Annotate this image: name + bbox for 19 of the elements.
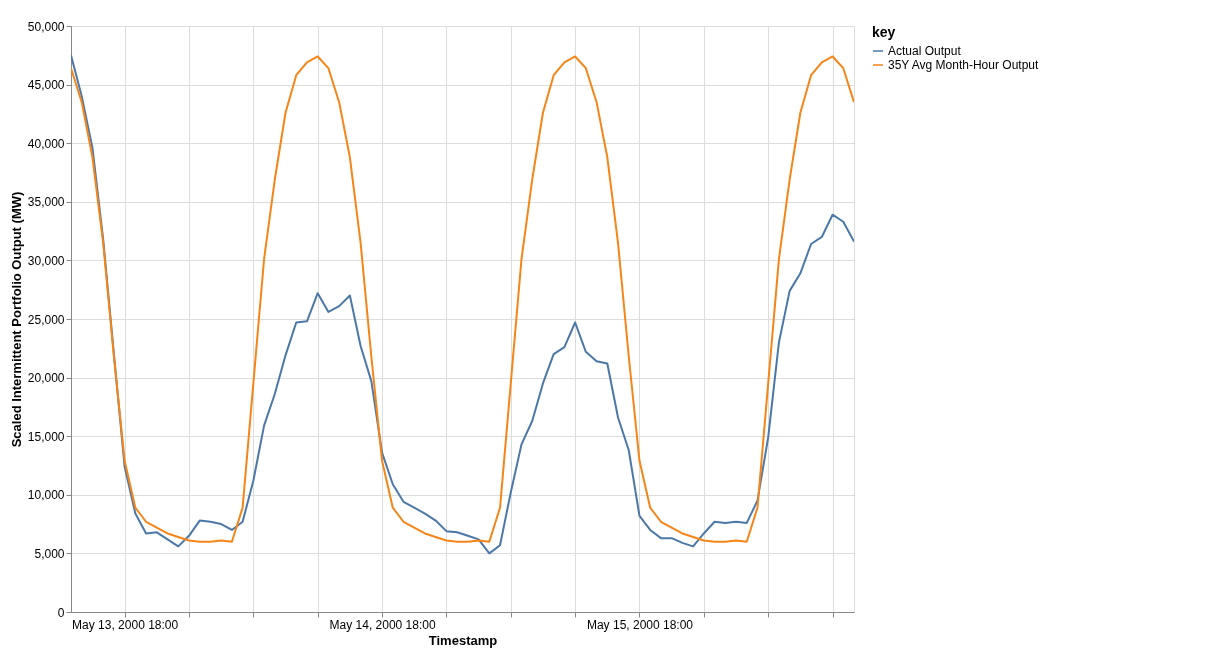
y-tick-label: 5,000 [34, 546, 65, 561]
x-axis-title: Timestamp [428, 632, 498, 648]
y-tick-label: 50,000 [27, 19, 65, 34]
x-tick-label: May 15, 2000 18:00 [586, 617, 694, 632]
y-tick-label: 20,000 [27, 371, 65, 386]
y-tick-label: 0 [57, 605, 65, 620]
y-tick-label: 35,000 [27, 195, 65, 210]
legend-label: Actual Output [888, 44, 962, 58]
y-axis-title: Scaled Intermittent Portfolio Output (MW) [8, 191, 24, 448]
x-tick-label: May 14, 2000 18:00 [329, 617, 436, 632]
legend-title: key [872, 24, 896, 40]
y-tick-label: 10,000 [27, 488, 65, 503]
y-tick-label: 30,000 [27, 253, 65, 268]
x-tick-label: May 13, 2000 18:00 [72, 617, 179, 632]
y-tick-label: 45,000 [27, 78, 65, 93]
legend-label: 35Y Avg Month-Hour Output [888, 58, 1039, 72]
y-tick-label: 40,000 [27, 136, 65, 151]
y-tick-label: 25,000 [27, 312, 65, 327]
y-tick-label: 15,000 [27, 429, 65, 444]
